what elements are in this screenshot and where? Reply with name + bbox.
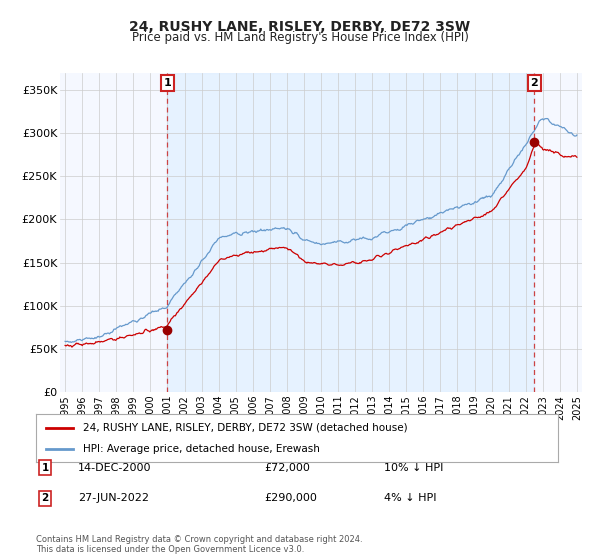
Text: 4% ↓ HPI: 4% ↓ HPI — [384, 493, 437, 503]
Text: £72,000: £72,000 — [264, 463, 310, 473]
Text: 10% ↓ HPI: 10% ↓ HPI — [384, 463, 443, 473]
Text: 24, RUSHY LANE, RISLEY, DERBY, DE72 3SW: 24, RUSHY LANE, RISLEY, DERBY, DE72 3SW — [130, 20, 470, 34]
Text: HPI: Average price, detached house, Erewash: HPI: Average price, detached house, Erew… — [83, 444, 320, 454]
Text: 2: 2 — [530, 78, 538, 88]
Text: Contains HM Land Registry data © Crown copyright and database right 2024.: Contains HM Land Registry data © Crown c… — [36, 535, 362, 544]
Text: 27-JUN-2022: 27-JUN-2022 — [78, 493, 149, 503]
Text: £290,000: £290,000 — [264, 493, 317, 503]
Text: 14-DEC-2000: 14-DEC-2000 — [78, 463, 151, 473]
Text: 24, RUSHY LANE, RISLEY, DERBY, DE72 3SW (detached house): 24, RUSHY LANE, RISLEY, DERBY, DE72 3SW … — [83, 423, 407, 433]
Text: 1: 1 — [164, 78, 172, 88]
Text: This data is licensed under the Open Government Licence v3.0.: This data is licensed under the Open Gov… — [36, 545, 304, 554]
Bar — [167, 73, 534, 392]
Text: 1: 1 — [41, 463, 49, 473]
Text: 2: 2 — [41, 493, 49, 503]
Text: Price paid vs. HM Land Registry's House Price Index (HPI): Price paid vs. HM Land Registry's House … — [131, 31, 469, 44]
